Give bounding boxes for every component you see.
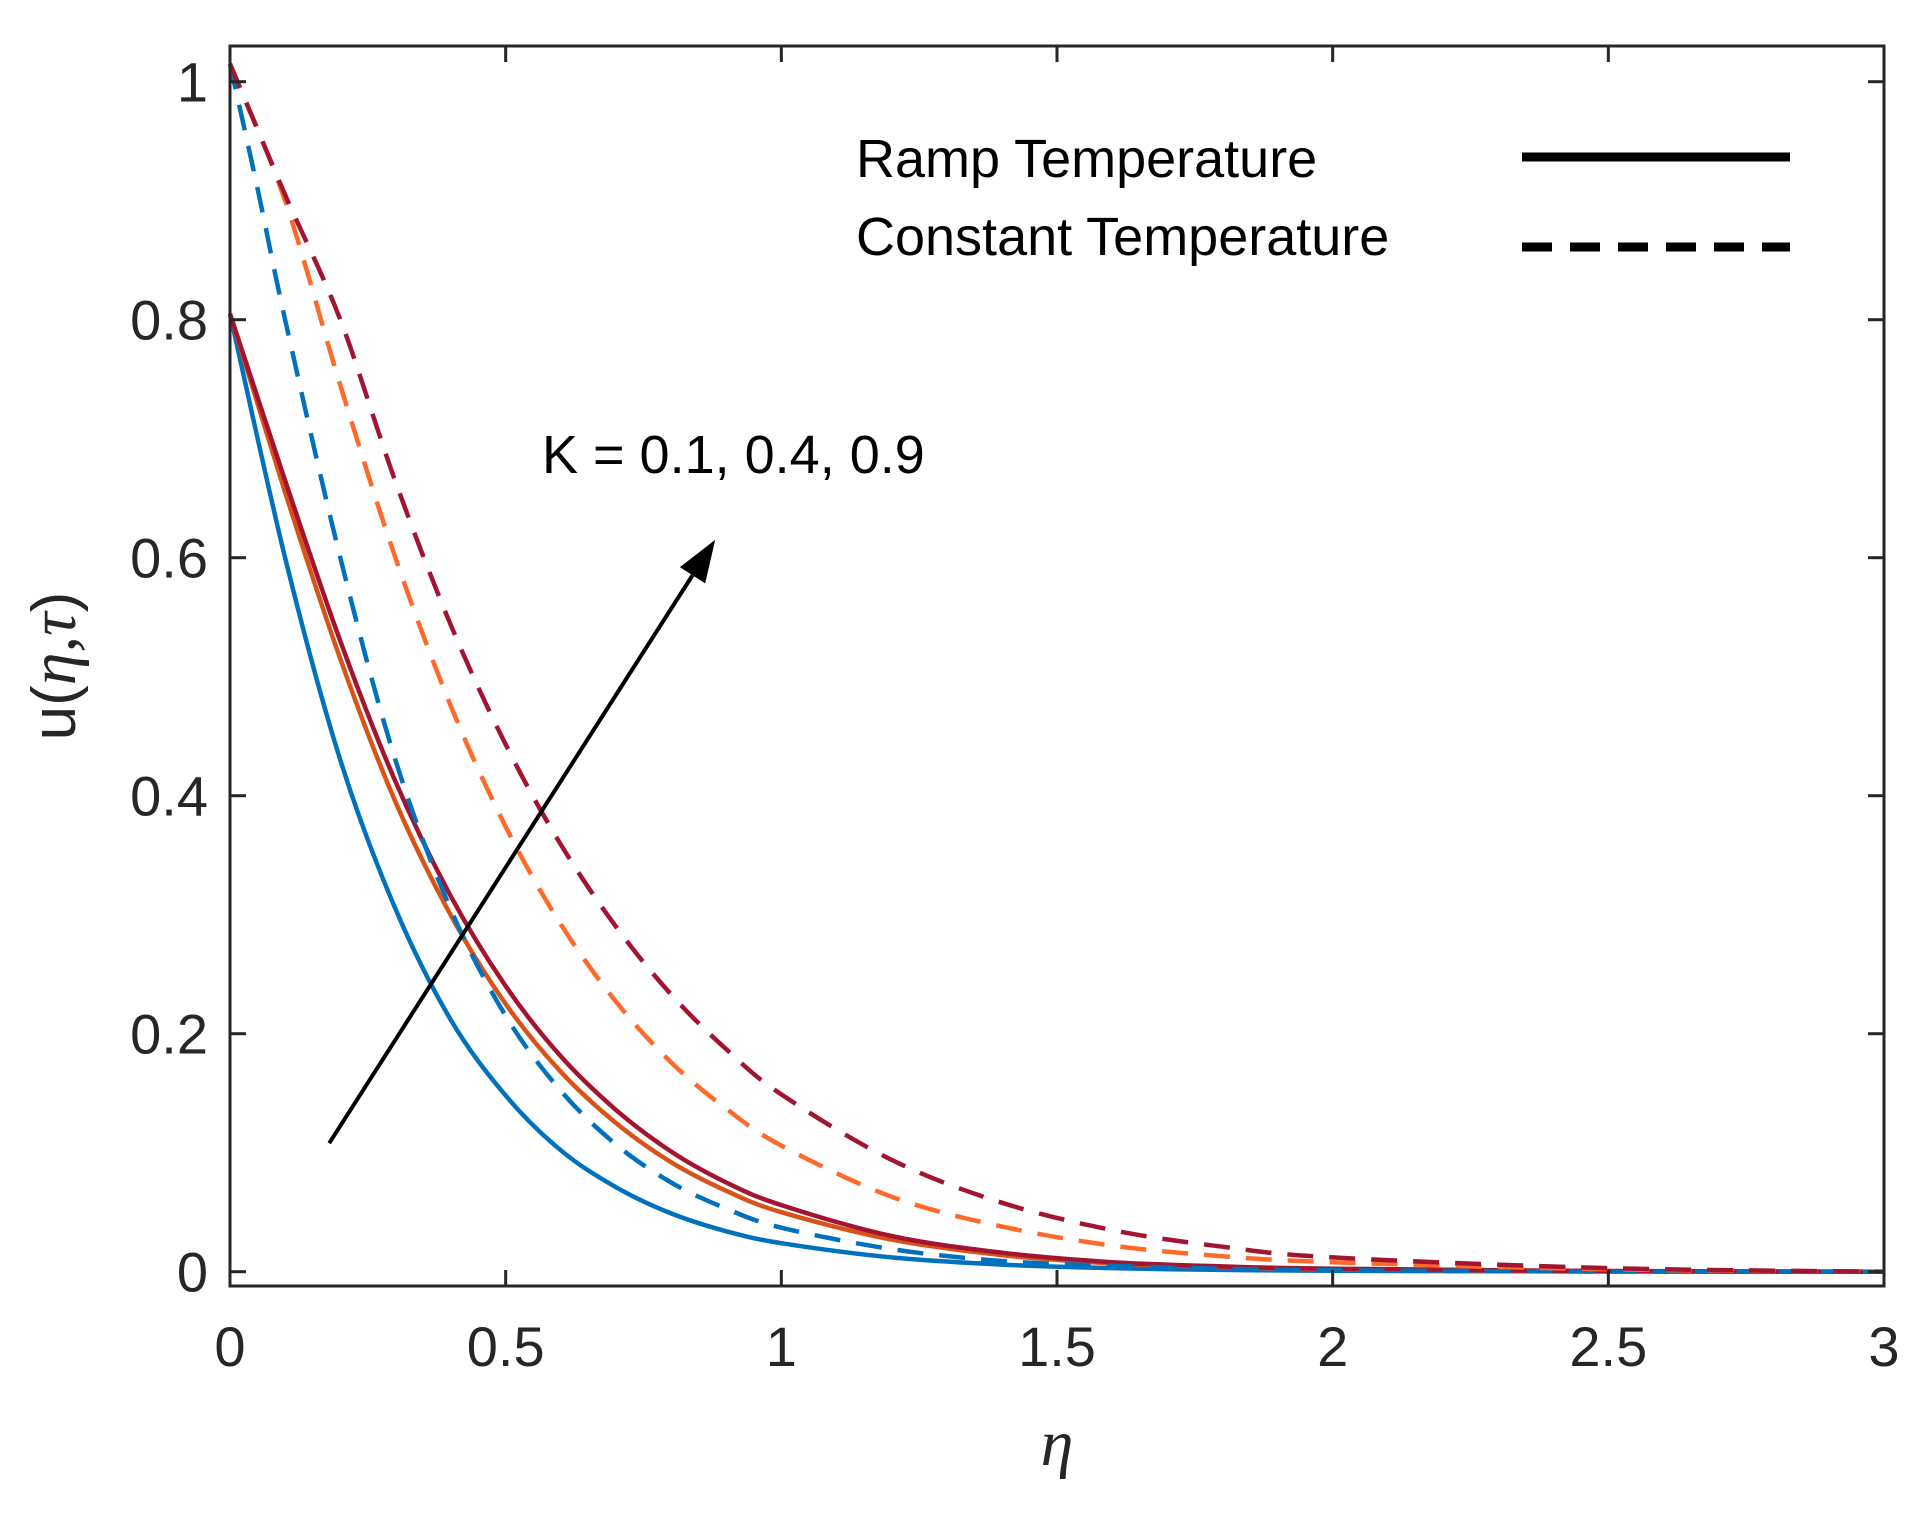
y-axis-label-text: u(η,τ) xyxy=(17,592,90,741)
tick-layer: 0 0.5 1 1.5 2 2.5 3 0 0.2 0.4 0.6 0.8 1 xyxy=(130,46,1900,1378)
annotation-arrow xyxy=(327,574,695,1145)
legend-label-ramp: Ramp Temperature xyxy=(856,129,1317,189)
x-tick-label: 3 xyxy=(1868,1315,1899,1378)
y-tick-label: 0 xyxy=(177,1241,208,1304)
x-tick-label: 1.5 xyxy=(1018,1315,1096,1378)
annotation-arrow-head xyxy=(679,539,716,584)
annotation-text: K = 0.1, 0.4, 0.9 xyxy=(542,425,925,485)
y-tick-label: 0.8 xyxy=(130,289,208,352)
y-tick-label: 0.6 xyxy=(130,527,208,590)
y-axis-label: u(η,τ) xyxy=(17,592,90,741)
y-tick-label: 0.2 xyxy=(130,1003,208,1066)
y-tick-label: 0.4 xyxy=(130,765,208,828)
y-tick-label: 1 xyxy=(177,51,208,114)
x-axis-label: η xyxy=(1041,1407,1074,1480)
series-line-6 xyxy=(227,63,1885,1274)
x-tick-label: 2.5 xyxy=(1569,1315,1647,1378)
series-line-4 xyxy=(227,63,1885,1274)
x-tick-label: 0.5 xyxy=(467,1315,545,1378)
legend-label-constant: Constant Temperature xyxy=(856,207,1389,267)
annotation: K = 0.1, 0.4, 0.9 xyxy=(327,425,925,1145)
x-tick-label: 0 xyxy=(214,1315,245,1378)
x-tick-label: 2 xyxy=(1317,1315,1348,1378)
legend: Ramp Temperature Constant Temperature xyxy=(856,129,1790,267)
series-line-5 xyxy=(227,63,1885,1274)
x-tick-label: 1 xyxy=(766,1315,797,1378)
